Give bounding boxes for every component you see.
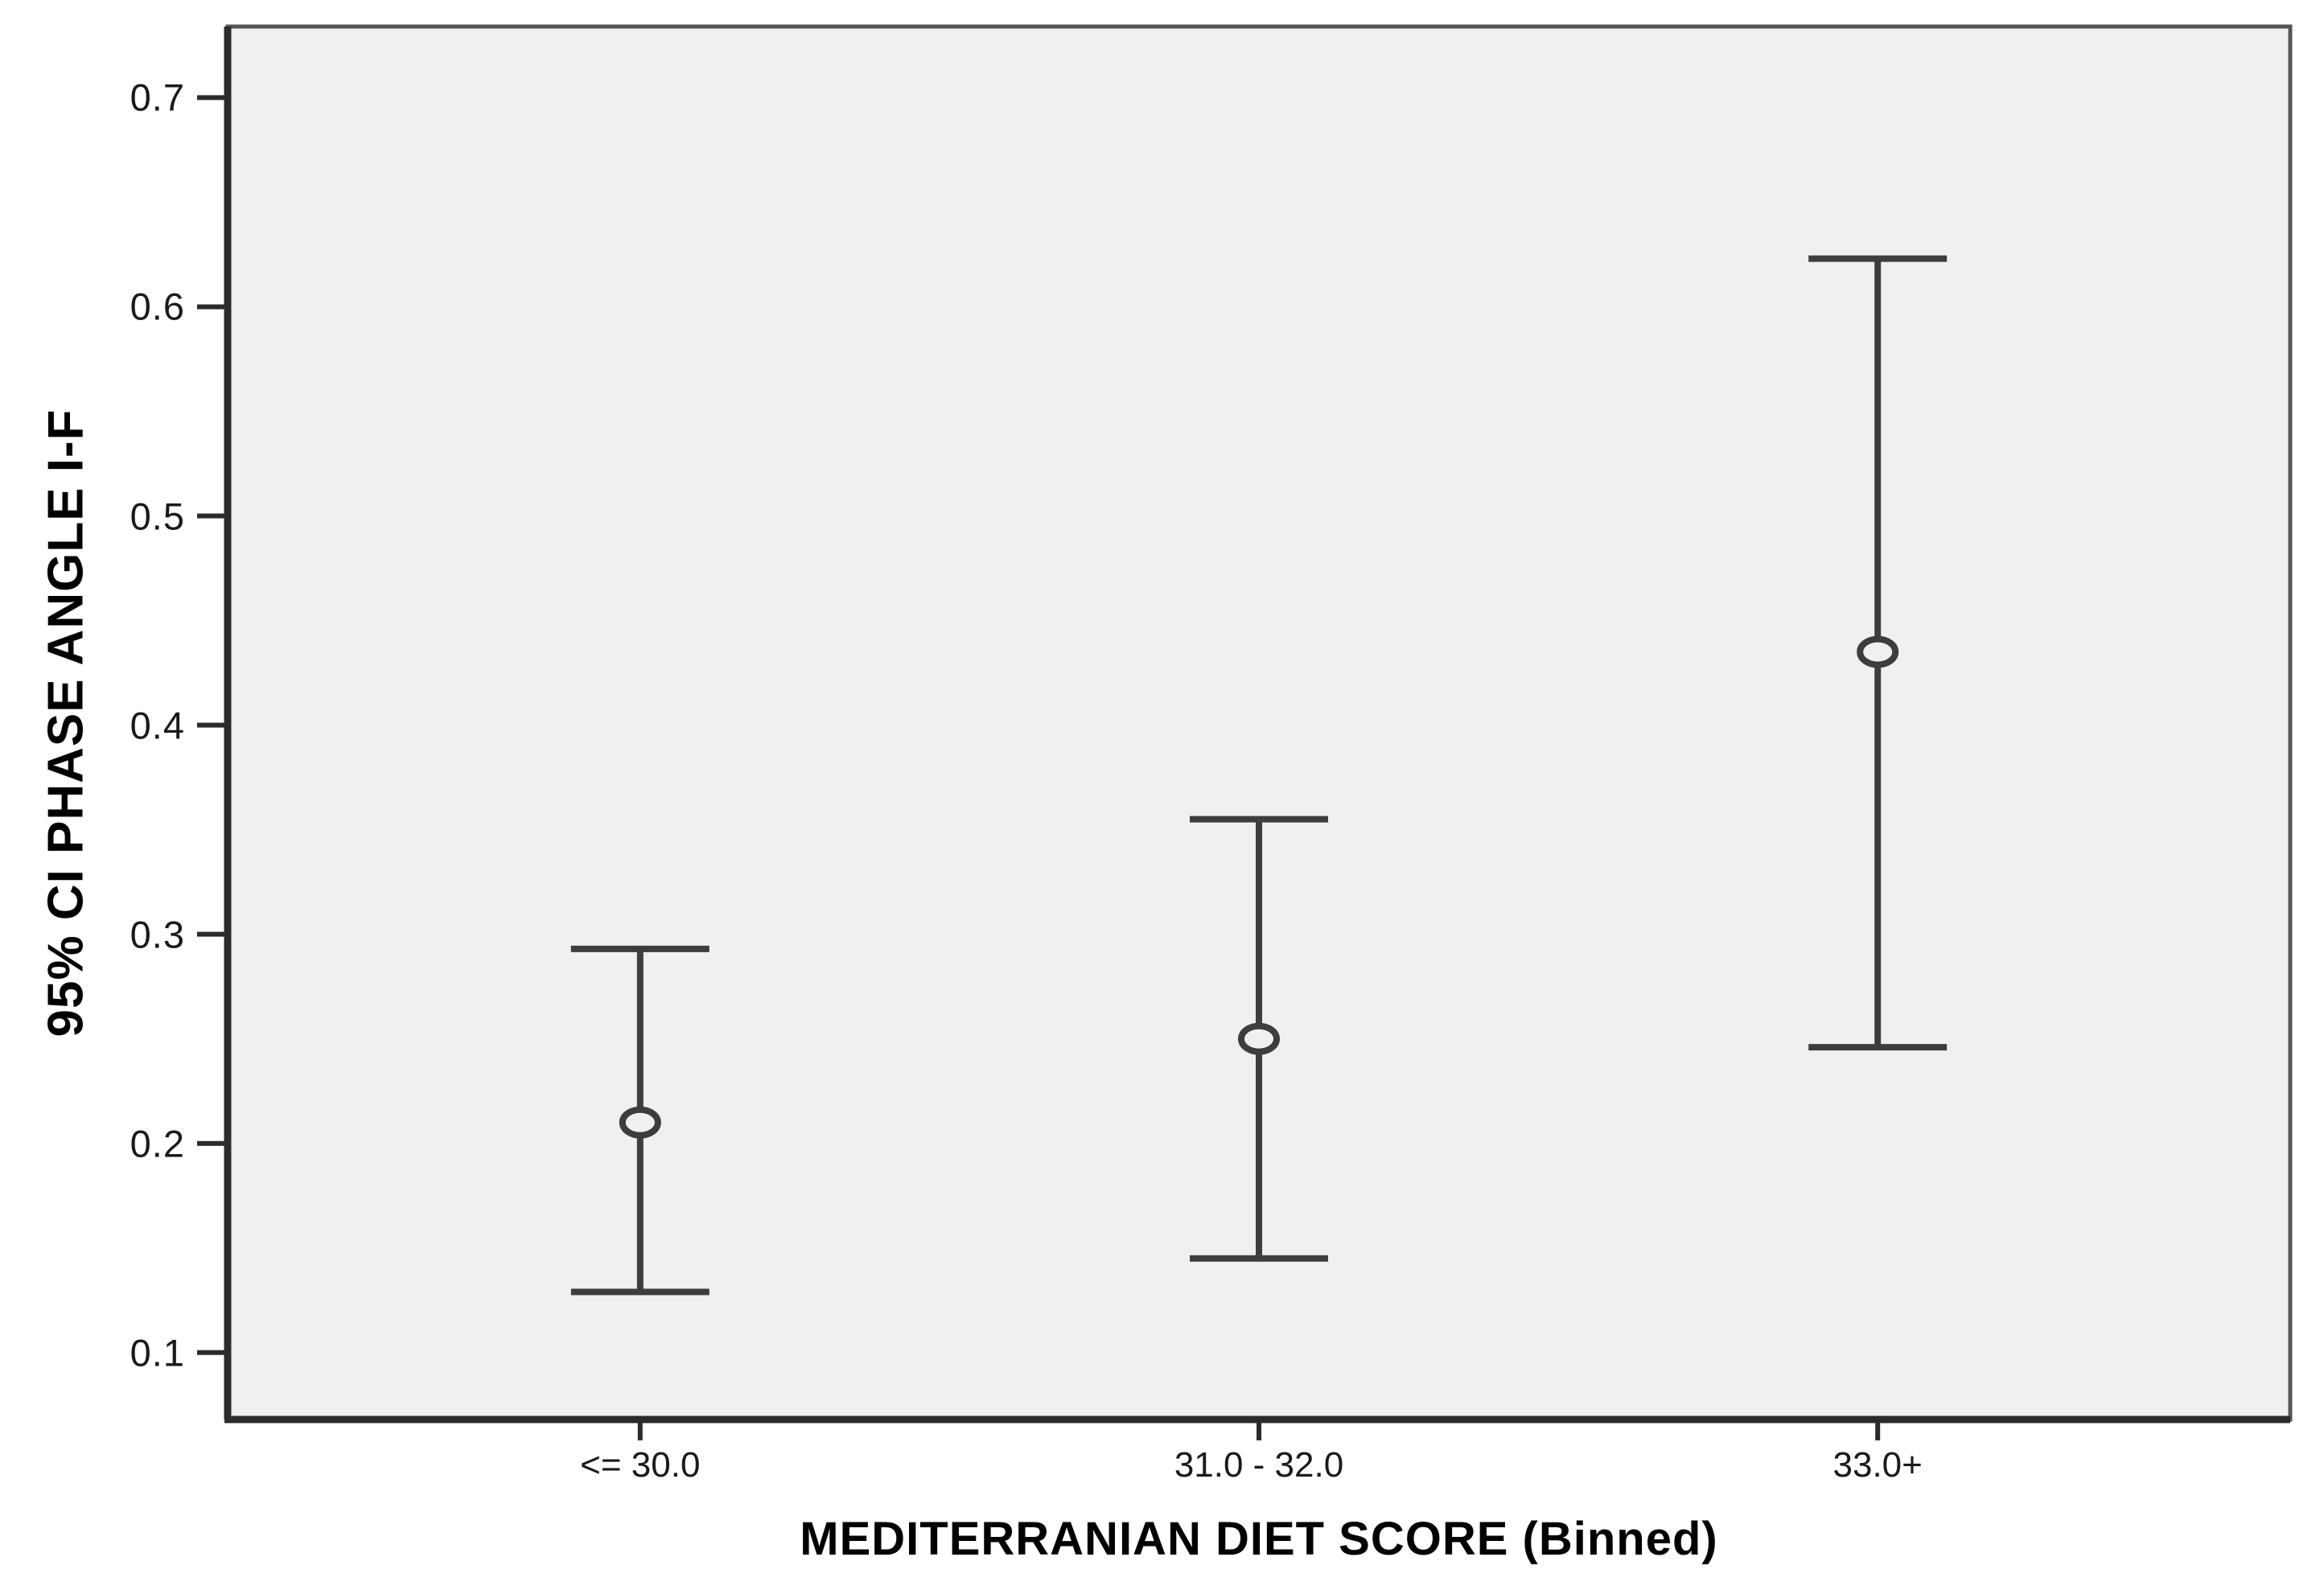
x-category-label: 33.0+ bbox=[1832, 1445, 1923, 1485]
x-category-label: <= 30.0 bbox=[580, 1445, 701, 1485]
y-tick-label: 0.1 bbox=[130, 1331, 185, 1374]
error-bar bbox=[570, 945, 710, 1296]
error-bar bbox=[1190, 816, 1328, 1262]
mean-marker bbox=[1857, 635, 1899, 668]
y-tick-label: 0.6 bbox=[130, 285, 185, 328]
x-axis-title: MEDITERRANIAN DIET SCORE (Binned) bbox=[800, 1513, 1718, 1565]
y-tick-label: 0.3 bbox=[130, 913, 185, 956]
error-bar bbox=[1808, 255, 1948, 1051]
mean-marker bbox=[1238, 1022, 1280, 1055]
y-tick-label: 0.2 bbox=[130, 1122, 185, 1165]
y-axis-title: 95% CI PHASE ANGLE I-F bbox=[38, 409, 94, 1037]
x-category-label: 31.0 - 32.0 bbox=[1174, 1445, 1344, 1485]
y-tick-label: 0.5 bbox=[130, 495, 185, 538]
y-tick-label: 0.4 bbox=[130, 704, 185, 747]
y-tick-label: 0.7 bbox=[130, 76, 185, 119]
mean-marker bbox=[619, 1106, 661, 1139]
